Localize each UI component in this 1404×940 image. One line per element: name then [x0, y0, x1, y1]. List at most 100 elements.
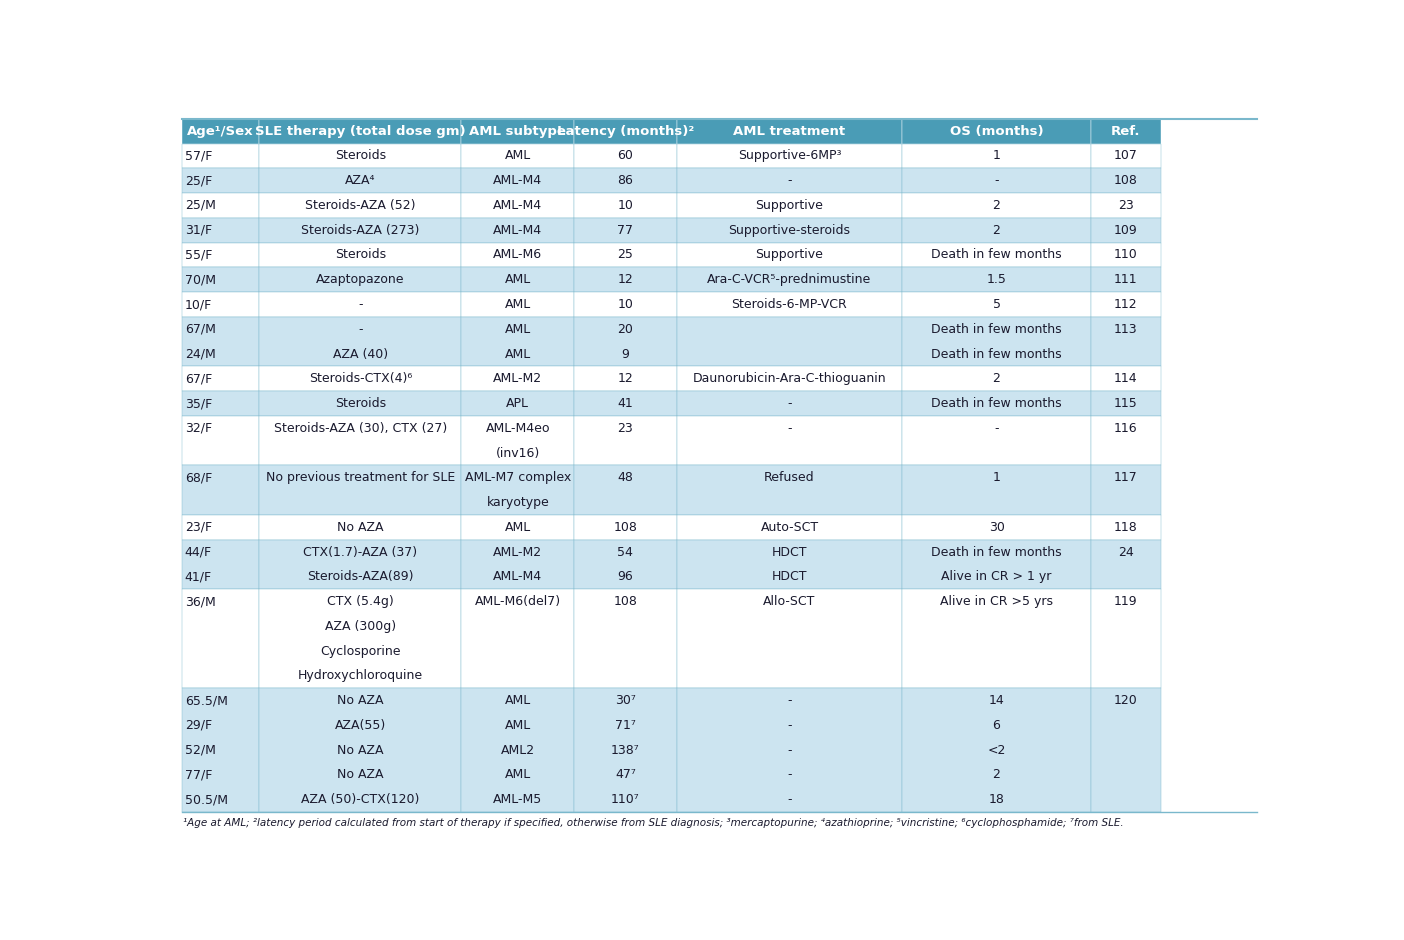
- Text: AML-M5: AML-M5: [493, 793, 542, 807]
- Text: 36/M: 36/M: [185, 595, 216, 608]
- Bar: [903, 367, 1091, 391]
- Text: AML: AML: [504, 719, 531, 732]
- Bar: [462, 540, 574, 589]
- Bar: [903, 415, 1091, 465]
- Text: 1.5: 1.5: [987, 274, 1007, 287]
- Bar: [677, 218, 903, 243]
- Text: Refused: Refused: [764, 471, 814, 484]
- Bar: [1091, 119, 1161, 144]
- Text: 2: 2: [993, 372, 1001, 385]
- Bar: [677, 193, 903, 218]
- Text: 2: 2: [993, 768, 1001, 781]
- Text: 30⁷: 30⁷: [615, 694, 636, 707]
- Bar: [677, 267, 903, 292]
- Bar: [574, 391, 677, 415]
- Text: 55/F: 55/F: [185, 248, 212, 261]
- Bar: [677, 292, 903, 317]
- Text: 108: 108: [614, 595, 637, 608]
- Text: -: -: [358, 298, 362, 311]
- Text: OS (months): OS (months): [949, 125, 1043, 138]
- Text: 29/F: 29/F: [185, 719, 212, 732]
- Bar: [1091, 144, 1161, 168]
- Text: karyotype: karyotype: [486, 496, 549, 509]
- Bar: [677, 589, 903, 688]
- Text: 24: 24: [1118, 545, 1133, 558]
- Text: 18: 18: [988, 793, 1004, 807]
- Text: AML: AML: [504, 521, 531, 534]
- Text: 118: 118: [1113, 521, 1137, 534]
- Bar: [462, 292, 574, 317]
- Text: AML-M2: AML-M2: [493, 372, 542, 385]
- Text: 48: 48: [618, 471, 633, 484]
- Text: APL: APL: [507, 397, 529, 410]
- Text: Death in few months: Death in few months: [931, 248, 1061, 261]
- Bar: [260, 292, 462, 317]
- Text: 138⁷: 138⁷: [611, 744, 640, 757]
- Bar: [260, 119, 462, 144]
- Bar: [574, 243, 677, 267]
- Text: ¹Age at AML; ²latency period calculated from start of therapy if specified, othe: ¹Age at AML; ²latency period calculated …: [184, 818, 1123, 828]
- Text: HDCT: HDCT: [772, 545, 807, 558]
- Text: 6: 6: [993, 719, 1001, 732]
- Bar: [462, 391, 574, 415]
- Text: AML subtype: AML subtype: [469, 125, 566, 138]
- Text: 23: 23: [618, 422, 633, 435]
- Bar: [574, 540, 677, 589]
- Bar: [677, 243, 903, 267]
- Bar: [181, 540, 260, 589]
- Text: AML: AML: [504, 322, 531, 336]
- Bar: [903, 292, 1091, 317]
- Bar: [903, 218, 1091, 243]
- Bar: [462, 193, 574, 218]
- Bar: [574, 292, 677, 317]
- Bar: [903, 267, 1091, 292]
- Text: Age¹/Sex: Age¹/Sex: [187, 125, 254, 138]
- Text: 57/F: 57/F: [185, 149, 212, 163]
- Bar: [574, 367, 677, 391]
- Text: -: -: [994, 422, 998, 435]
- Bar: [181, 465, 260, 515]
- Bar: [1091, 415, 1161, 465]
- Text: AML-M2: AML-M2: [493, 545, 542, 558]
- Text: 86: 86: [618, 174, 633, 187]
- Bar: [574, 589, 677, 688]
- Text: AML-M4: AML-M4: [493, 224, 542, 237]
- Text: 108: 108: [614, 521, 637, 534]
- Text: Cyclosporine: Cyclosporine: [320, 645, 400, 658]
- Text: AML-M7 complex: AML-M7 complex: [465, 471, 571, 484]
- Text: 54: 54: [618, 545, 633, 558]
- Bar: [677, 119, 903, 144]
- Bar: [903, 243, 1091, 267]
- Text: Ref.: Ref.: [1111, 125, 1140, 138]
- Text: 2: 2: [993, 224, 1001, 237]
- Bar: [462, 243, 574, 267]
- Bar: [1091, 391, 1161, 415]
- Bar: [903, 688, 1091, 812]
- Text: Daunorubicin-Ara-C-thioguanin: Daunorubicin-Ara-C-thioguanin: [692, 372, 886, 385]
- Text: 71⁷: 71⁷: [615, 719, 636, 732]
- Text: No AZA: No AZA: [337, 744, 383, 757]
- Text: 12: 12: [618, 372, 633, 385]
- Text: Steroids-AZA (30), CTX (27): Steroids-AZA (30), CTX (27): [274, 422, 446, 435]
- Bar: [903, 515, 1091, 540]
- Bar: [462, 589, 574, 688]
- Text: 110⁷: 110⁷: [611, 793, 640, 807]
- Bar: [462, 119, 574, 144]
- Text: 10: 10: [618, 298, 633, 311]
- Text: 12: 12: [618, 274, 633, 287]
- Text: No AZA: No AZA: [337, 768, 383, 781]
- Bar: [181, 415, 260, 465]
- Text: Steroids-AZA (52): Steroids-AZA (52): [305, 199, 416, 212]
- Text: AML: AML: [504, 274, 531, 287]
- Bar: [1091, 218, 1161, 243]
- Bar: [1091, 465, 1161, 515]
- Bar: [462, 317, 574, 367]
- Text: Steroids-CTX(4)⁶: Steroids-CTX(4)⁶: [309, 372, 411, 385]
- Text: Steroids-6-MP-VCR: Steroids-6-MP-VCR: [731, 298, 848, 311]
- Bar: [462, 688, 574, 812]
- Bar: [903, 589, 1091, 688]
- Text: -: -: [788, 793, 792, 807]
- Text: No previous treatment for SLE: No previous treatment for SLE: [265, 471, 455, 484]
- Text: 32/F: 32/F: [185, 422, 212, 435]
- Text: AML: AML: [504, 149, 531, 163]
